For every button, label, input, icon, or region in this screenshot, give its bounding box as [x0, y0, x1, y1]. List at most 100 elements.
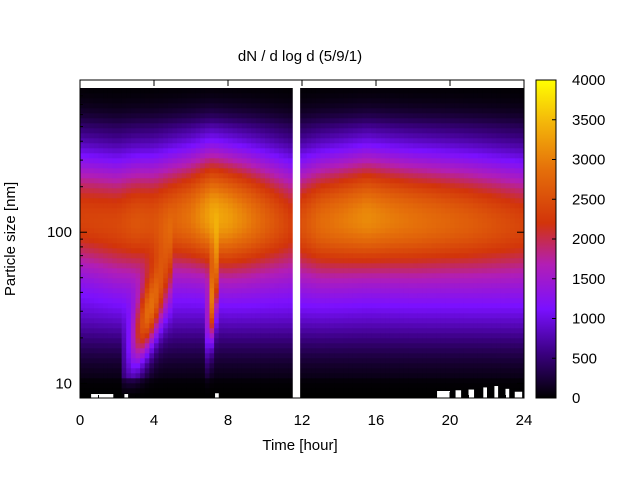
heatmap-cell: [311, 197, 317, 204]
heatmap-cell: [362, 282, 368, 289]
heatmap-cell: [260, 377, 266, 384]
heatmap-cell: [167, 192, 174, 199]
heatmap-cell: [241, 117, 248, 124]
heatmap-cell: [302, 382, 308, 389]
heatmap-cell: [315, 212, 322, 219]
heatmap-cell: [376, 262, 382, 269]
heatmap-cell: [251, 212, 257, 219]
heatmap-cell: [98, 387, 104, 394]
heatmap-cell: [265, 162, 271, 169]
heatmap-cell: [223, 372, 229, 379]
heatmap-cell: [200, 152, 206, 159]
heatmap-cell: [191, 152, 197, 159]
heatmap-cell: [93, 317, 100, 324]
heatmap-cell: [269, 327, 275, 334]
heatmap-cell: [135, 122, 141, 129]
heatmap-cell: [144, 177, 150, 184]
heatmap-cell: [315, 97, 322, 104]
heatmap-cell: [112, 392, 118, 398]
heatmap-cell: [320, 232, 326, 239]
heatmap-cell: [98, 292, 104, 299]
heatmap-cell: [237, 292, 243, 299]
heatmap-cell: [380, 302, 386, 309]
heatmap-cell: [450, 317, 456, 324]
heatmap-cell: [450, 357, 456, 364]
heatmap-cell: [403, 267, 409, 274]
heatmap-cell: [103, 382, 109, 389]
heatmap-cell: [195, 267, 201, 274]
heatmap-cell: [380, 392, 386, 398]
heatmap-cell: [246, 217, 252, 224]
heatmap-cell: [98, 107, 104, 114]
heatmap-cell: [204, 112, 211, 119]
heatmap-cell: [204, 332, 211, 339]
heatmap-cell: [315, 107, 322, 114]
heatmap-cell: [167, 337, 174, 344]
heatmap-cell: [158, 302, 164, 309]
heatmap-cell: [334, 342, 340, 349]
heatmap-cell: [352, 297, 359, 304]
heatmap-cell: [283, 312, 289, 319]
heatmap-cell: [315, 392, 322, 398]
heatmap-cell: [251, 342, 257, 349]
heatmap-cell: [144, 192, 150, 199]
heatmap-cell: [399, 372, 405, 379]
heatmap-cell: [80, 197, 86, 204]
heatmap-cell: [329, 237, 335, 244]
heatmap-cell: [408, 237, 414, 244]
heatmap-cell: [376, 302, 382, 309]
heatmap-cell: [80, 237, 86, 244]
heatmap-cell: [394, 122, 400, 129]
heatmap-cell: [265, 152, 271, 159]
heatmap-cell: [89, 242, 95, 249]
heatmap-cell: [130, 322, 137, 329]
heatmap-cell: [362, 187, 368, 194]
heatmap-cell: [325, 187, 331, 194]
heatmap-cell: [315, 102, 322, 109]
heatmap-cell: [98, 88, 104, 94]
heatmap-cell: [232, 297, 238, 304]
heatmap-cell: [195, 102, 201, 109]
heatmap-cell: [450, 222, 456, 229]
heatmap-cell: [311, 227, 317, 234]
heatmap-cell: [177, 212, 183, 219]
heatmap-cell: [348, 282, 354, 289]
heatmap-cell: [103, 347, 109, 354]
heatmap-cell: [320, 147, 326, 154]
heatmap-cell: [399, 317, 405, 324]
heatmap-cell: [376, 342, 382, 349]
heatmap-cell: [237, 88, 243, 94]
heatmap-cell: [315, 292, 322, 299]
heatmap-cell: [84, 192, 90, 199]
heatmap-cell: [380, 272, 386, 279]
heatmap-cell: [158, 312, 164, 319]
heatmap-cell: [223, 107, 229, 114]
heatmap-cell: [278, 337, 285, 344]
heatmap-cell: [181, 222, 187, 229]
heatmap-cell: [278, 317, 285, 324]
heatmap-cell: [237, 257, 243, 264]
heatmap-cell: [389, 297, 396, 304]
heatmap-cell: [181, 192, 187, 199]
heatmap-cell: [283, 132, 289, 139]
heatmap-cell: [440, 117, 446, 124]
heatmap-cell: [315, 327, 322, 334]
heatmap-cell: [154, 157, 160, 164]
heatmap-cell: [376, 237, 382, 244]
heatmap-cell: [325, 162, 331, 169]
heatmap-cell: [426, 112, 433, 119]
heatmap-cell: [144, 217, 150, 224]
heatmap-cell: [223, 182, 229, 189]
heatmap-cell: [436, 287, 442, 294]
heatmap-cell: [191, 132, 197, 139]
heatmap-cell: [269, 287, 275, 294]
heatmap-cell: [306, 262, 312, 269]
heatmap-cell: [251, 92, 257, 99]
heatmap-cell: [265, 282, 271, 289]
heatmap-cell: [274, 327, 280, 334]
heatmap-cell: [311, 177, 317, 184]
heatmap-cell: [223, 122, 229, 129]
heatmap-cell: [107, 262, 113, 269]
heatmap-cell: [302, 332, 308, 339]
heatmap-cell: [149, 332, 155, 339]
